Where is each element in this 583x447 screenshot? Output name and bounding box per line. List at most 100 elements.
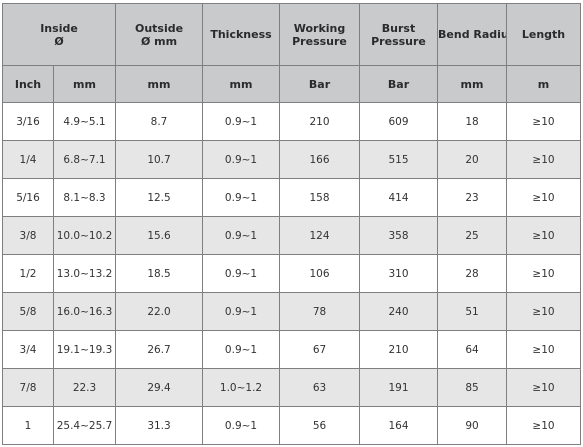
header-working-pressure: Working Pressure: [279, 3, 361, 66]
table-row: 1 25.4~25.7 31.3 0.9~1 56 164 90 ≥10: [2, 406, 582, 445]
table-cell: 358: [359, 216, 439, 255]
table-cell: 10.7: [115, 140, 204, 179]
table-cell: 18.5: [115, 254, 204, 293]
table-cell: 25.4~25.7: [52, 406, 117, 445]
table-cell: 31.3: [115, 406, 204, 445]
unit-cell: Bar: [279, 65, 361, 103]
table-cell: 3/8: [2, 216, 54, 255]
table-cell: 90: [437, 406, 508, 445]
table-cell: 210: [279, 102, 361, 141]
header-burst-label: Burst: [381, 21, 416, 35]
table-cell: 12.5: [115, 178, 204, 217]
table-cell: 3/4: [2, 330, 54, 369]
table-cell: ≥10: [506, 292, 582, 331]
table-cell: 166: [279, 140, 361, 179]
header-inside-symbol: Ø: [54, 34, 64, 48]
table-cell: 191: [359, 368, 439, 407]
table-cell: 20: [437, 140, 508, 179]
table-cell: 1: [2, 406, 54, 445]
table-cell: 64: [437, 330, 508, 369]
table-cell: 1/4: [2, 140, 54, 179]
header-working-label-2: Pressure: [292, 34, 347, 48]
table-cell: 51: [437, 292, 508, 331]
header-length: Length: [506, 3, 582, 66]
table-cell: 4.9~5.1: [52, 102, 117, 141]
table-cell: 5/16: [2, 178, 54, 217]
table-cell: 63: [279, 368, 361, 407]
header-outside: Outside Ø mm: [115, 3, 204, 66]
table-cell: 67: [279, 330, 361, 369]
header-outside-unit: Ø mm: [140, 34, 178, 48]
table-cell: 8.1~8.3: [52, 178, 117, 217]
table-cell: 8.7: [115, 102, 204, 141]
unit-cell: Bar: [359, 65, 439, 103]
table-cell: 22.0: [115, 292, 204, 331]
table-cell: 124: [279, 216, 361, 255]
table-cell: 0.9~1: [202, 254, 281, 293]
units-row: Inch mm mm mm Bar Bar mm m: [2, 65, 582, 103]
unit-cell: mm: [115, 65, 204, 103]
header-inside-label: Inside: [40, 21, 78, 35]
table-cell: 19.1~19.3: [52, 330, 117, 369]
unit-cell: mm: [52, 65, 117, 103]
table-cell: 3/16: [2, 102, 54, 141]
table-row: 3/4 19.1~19.3 26.7 0.9~1 67 210 64 ≥10: [2, 330, 582, 369]
table-cell: 0.9~1: [202, 178, 281, 217]
table-row: 1/2 13.0~13.2 18.5 0.9~1 106 310 28 ≥10: [2, 254, 582, 293]
unit-cell: mm: [202, 65, 281, 103]
table-cell: 1.0~1.2: [202, 368, 281, 407]
header-inside: Inside Ø: [1, 3, 117, 66]
table-cell: 10.0~10.2: [52, 216, 117, 255]
header-working-label: Working: [293, 21, 346, 35]
table-cell: ≥10: [506, 102, 582, 141]
table-row: 3/16 4.9~5.1 8.7 0.9~1 210 609 18 ≥10: [2, 102, 582, 141]
table-cell: 210: [359, 330, 439, 369]
table-cell: 0.9~1: [202, 216, 281, 255]
header-burst-pressure: Burst Pressure: [359, 3, 439, 66]
table-cell: 310: [359, 254, 439, 293]
table-cell: ≥10: [506, 178, 582, 217]
unit-cell: Inch: [2, 65, 54, 103]
table-row: 7/8 22.3 29.4 1.0~1.2 63 191 85 ≥10: [2, 368, 582, 407]
table-cell: 106: [279, 254, 361, 293]
table-cell: 22.3: [52, 368, 117, 407]
table-cell: 164: [359, 406, 439, 445]
table-cell: ≥10: [506, 330, 582, 369]
header-bend-radius: Bend Radius: [437, 3, 508, 66]
table-row: 5/8 16.0~16.3 22.0 0.9~1 78 240 51 ≥10: [2, 292, 582, 331]
table-cell: 5/8: [2, 292, 54, 331]
table-cell: 6.8~7.1: [52, 140, 117, 179]
table-cell: 240: [359, 292, 439, 331]
table-cell: 1/2: [2, 254, 54, 293]
table-cell: ≥10: [506, 216, 582, 255]
table-cell: 29.4: [115, 368, 204, 407]
table-cell: 56: [279, 406, 361, 445]
table-cell: 13.0~13.2: [52, 254, 117, 293]
table-cell: 78: [279, 292, 361, 331]
table-cell: ≥10: [506, 254, 582, 293]
table-cell: ≥10: [506, 406, 582, 445]
unit-cell: m: [506, 65, 582, 103]
table-cell: 0.9~1: [202, 292, 281, 331]
header-outside-label: Outside: [134, 21, 184, 35]
table-cell: 28: [437, 254, 508, 293]
table-row: 3/8 10.0~10.2 15.6 0.9~1 124 358 25 ≥10: [2, 216, 582, 255]
header-row: Inside Ø Outside Ø mm Thickness Working Pre…: [1, 3, 582, 66]
table-cell: 7/8: [2, 368, 54, 407]
table-cell: 85: [437, 368, 508, 407]
table-cell: 15.6: [115, 216, 204, 255]
hose-spec-table: Inside Ø Outside Ø mm Thickness Working Pre…: [1, 3, 582, 445]
table-row: 5/16 8.1~8.3 12.5 0.9~1 158 414 23 ≥10: [2, 178, 582, 217]
table-cell: 609: [359, 102, 439, 141]
table-body: 3/16 4.9~5.1 8.7 0.9~1 210 609 18 ≥10 1/4 6.8~7.1…: [2, 102, 582, 445]
table-row: 1/4 6.8~7.1 10.7 0.9~1 166 515 20 ≥10: [2, 140, 582, 179]
table-cell: 158: [279, 178, 361, 217]
header-burst-label-2: Pressure: [371, 34, 426, 48]
header-thickness: Thickness: [202, 3, 281, 66]
table-cell: 16.0~16.3: [52, 292, 117, 331]
table-cell: 25: [437, 216, 508, 255]
table-cell: 23: [437, 178, 508, 217]
table-cell: 26.7: [115, 330, 204, 369]
table-cell: 0.9~1: [202, 406, 281, 445]
table-cell: 0.9~1: [202, 330, 281, 369]
